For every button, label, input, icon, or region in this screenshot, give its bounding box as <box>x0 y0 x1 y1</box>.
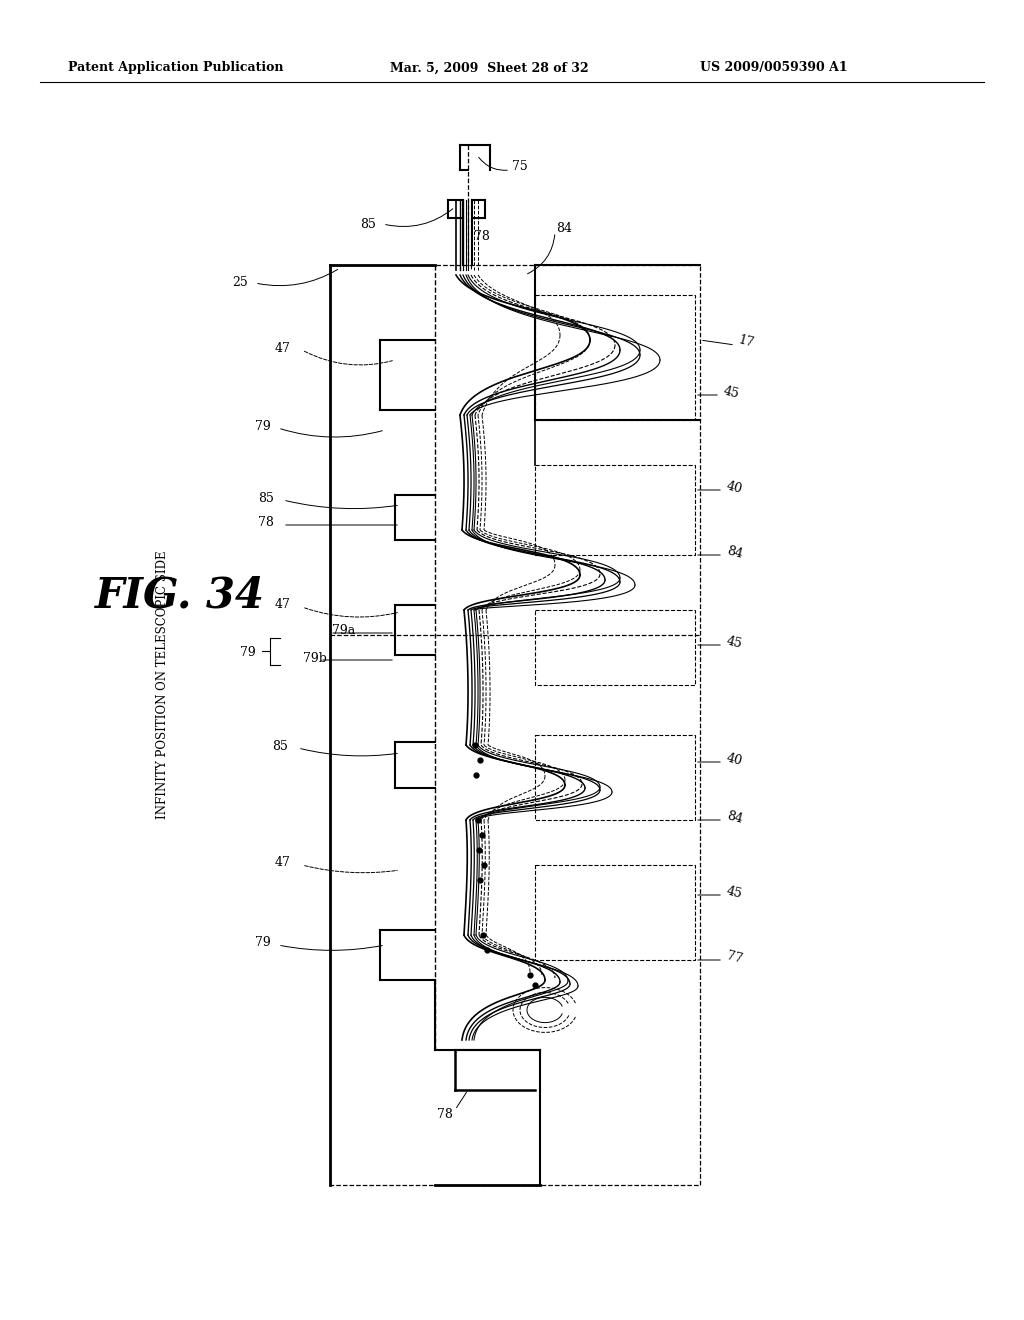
Text: 17: 17 <box>737 334 756 350</box>
Text: 25: 25 <box>232 276 248 289</box>
Bar <box>535 294 695 420</box>
Text: 78: 78 <box>258 516 273 529</box>
Text: 45: 45 <box>722 384 740 401</box>
Text: 84: 84 <box>556 222 572 235</box>
Text: Patent Application Publication: Patent Application Publication <box>68 62 284 74</box>
Text: 79: 79 <box>255 420 270 433</box>
Text: 77: 77 <box>725 949 743 966</box>
Bar <box>535 865 695 960</box>
Text: 40: 40 <box>725 751 743 768</box>
Text: INFINITY POSITION ON TELESCOPIC SIDE: INFINITY POSITION ON TELESCOPIC SIDE <box>156 550 169 820</box>
Bar <box>535 610 695 685</box>
Text: 84: 84 <box>725 545 743 561</box>
Text: 45: 45 <box>725 884 743 902</box>
Text: FIG. 34: FIG. 34 <box>95 574 265 616</box>
Text: 47: 47 <box>275 342 291 355</box>
Text: 79: 79 <box>240 645 256 659</box>
Text: 79b: 79b <box>303 652 327 664</box>
Text: US 2009/0059390 A1: US 2009/0059390 A1 <box>700 62 848 74</box>
Text: 79: 79 <box>255 936 270 949</box>
Text: Mar. 5, 2009  Sheet 28 of 32: Mar. 5, 2009 Sheet 28 of 32 <box>390 62 589 74</box>
Text: 40: 40 <box>725 479 743 496</box>
Text: 47: 47 <box>275 857 291 870</box>
Text: 75: 75 <box>512 161 527 173</box>
Text: 78: 78 <box>474 231 489 243</box>
Bar <box>535 735 695 820</box>
Bar <box>535 465 695 554</box>
Text: 47: 47 <box>275 598 291 611</box>
Text: 84: 84 <box>725 809 743 826</box>
Text: 85: 85 <box>360 218 376 231</box>
Text: 79a: 79a <box>332 623 355 636</box>
Text: 78: 78 <box>437 1109 453 1122</box>
Bar <box>330 265 700 1185</box>
Text: 85: 85 <box>272 741 288 754</box>
Text: 85: 85 <box>258 492 273 506</box>
Text: 45: 45 <box>725 635 743 651</box>
